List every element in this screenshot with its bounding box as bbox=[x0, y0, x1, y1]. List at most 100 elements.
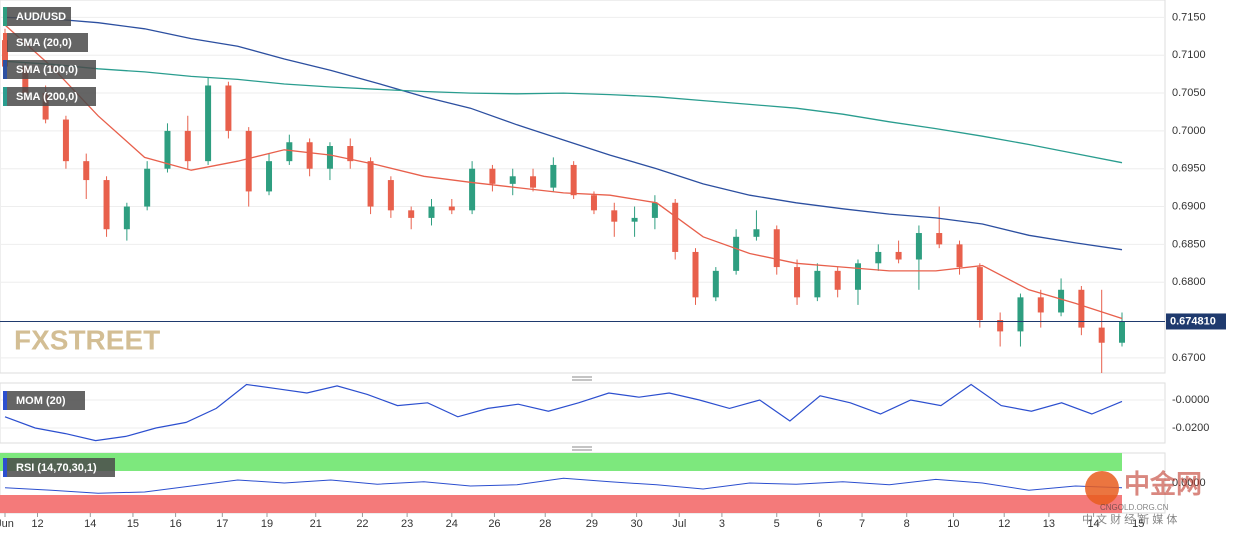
y-tick-label: 0.7100 bbox=[1172, 49, 1206, 61]
candle-body bbox=[103, 180, 110, 230]
candle-body bbox=[712, 270, 719, 298]
candle-body bbox=[570, 164, 577, 196]
candle-body bbox=[814, 270, 821, 298]
x-tick-label: 24 bbox=[446, 518, 458, 530]
legend-label: RSI (14,70,30,1) bbox=[16, 462, 97, 474]
x-tick-label: 26 bbox=[488, 518, 500, 530]
y-tick-label: 0.6800 bbox=[1172, 276, 1206, 288]
candle-body bbox=[387, 180, 394, 211]
candle-body bbox=[692, 251, 699, 298]
candle-body bbox=[854, 263, 861, 290]
legend-label: SMA (20,0) bbox=[16, 37, 72, 49]
candle-body bbox=[976, 267, 983, 321]
legend-box bbox=[3, 391, 85, 410]
candle-body bbox=[590, 195, 597, 211]
legend-box bbox=[3, 87, 96, 106]
x-tick-label: 30 bbox=[630, 518, 642, 530]
candle-body bbox=[367, 161, 374, 207]
candle-body bbox=[62, 119, 69, 162]
rsi-line bbox=[4, 477, 1123, 494]
x-tick-label: 13 bbox=[1043, 518, 1055, 530]
legend-swatch bbox=[3, 87, 7, 106]
splitter[interactable] bbox=[572, 376, 592, 381]
x-tick-label: 12 bbox=[31, 518, 43, 530]
candle-body bbox=[1078, 289, 1085, 328]
candle-body bbox=[306, 142, 313, 169]
legend-label: SMA (100,0) bbox=[16, 64, 78, 76]
candle-body bbox=[611, 210, 618, 222]
candle-body bbox=[83, 161, 90, 181]
candle-body bbox=[42, 93, 49, 120]
x-tick-label: 16 bbox=[169, 518, 181, 530]
x-tick-label: 14 bbox=[84, 518, 96, 530]
candle-body bbox=[509, 176, 516, 184]
rsi-oversold bbox=[0, 495, 1122, 513]
candle-body bbox=[245, 130, 252, 192]
watermark-name: 中金网 bbox=[1124, 469, 1202, 499]
candle-body bbox=[347, 146, 354, 162]
candle-body bbox=[225, 85, 232, 131]
candle-body bbox=[895, 251, 902, 260]
y-tick-label: 0.6700 bbox=[1172, 352, 1206, 364]
x-tick-label: 14 bbox=[1087, 518, 1099, 530]
candle-body bbox=[1017, 297, 1024, 332]
legend-label: AUD/USD bbox=[16, 11, 66, 23]
x-tick-label: 7 bbox=[859, 518, 865, 530]
x-tick-label: 17 bbox=[216, 518, 228, 530]
candle-body bbox=[408, 210, 415, 218]
legend-swatch bbox=[3, 7, 7, 26]
candle-body bbox=[489, 168, 496, 184]
legend-swatch bbox=[3, 458, 7, 477]
overlay: 0.674810 AUD/USD SMA (20,0) SMA (100,0) SMA … bbox=[0, 7, 1226, 526]
mom-panel bbox=[0, 382, 1166, 444]
splitter[interactable] bbox=[572, 446, 592, 451]
y-tick-label: 0.6950 bbox=[1172, 163, 1206, 175]
candle-body bbox=[1098, 327, 1105, 343]
candle-body bbox=[794, 267, 801, 298]
marks bbox=[2, 16, 1125, 494]
watermark-url: CNGOLD.ORG.CN bbox=[1100, 503, 1169, 512]
candle-body bbox=[834, 270, 841, 290]
legend-box bbox=[3, 60, 96, 79]
candle-body bbox=[448, 206, 455, 211]
price-panel bbox=[0, 0, 1166, 374]
candle-body bbox=[144, 168, 151, 207]
candle-body bbox=[936, 233, 943, 245]
candle-body bbox=[753, 229, 760, 237]
x-tick-label: 6 bbox=[816, 518, 822, 530]
candle-body bbox=[956, 244, 963, 268]
mom-line bbox=[4, 383, 1123, 442]
legend-label: SMA (200,0) bbox=[16, 91, 78, 103]
candle-body bbox=[915, 233, 922, 260]
y-tick-label: 0.7150 bbox=[1172, 11, 1206, 23]
last-price-label: 0.674810 bbox=[1170, 315, 1216, 327]
x-tick-label: 15 bbox=[127, 518, 139, 530]
candle-body bbox=[428, 206, 435, 218]
candle-body bbox=[550, 164, 557, 188]
x-tick-label: 5 bbox=[774, 518, 780, 530]
candle-body bbox=[22, 66, 29, 94]
candle-body bbox=[875, 251, 882, 264]
x-tick-label: Jul bbox=[672, 518, 686, 530]
legend-box bbox=[3, 7, 71, 26]
sma-line bbox=[4, 16, 1123, 251]
candle-body bbox=[286, 142, 293, 162]
candle-body bbox=[530, 176, 537, 188]
x-tick-label: 19 bbox=[261, 518, 273, 530]
sma-line bbox=[4, 24, 1123, 320]
legend-swatch bbox=[3, 391, 7, 410]
candle-body bbox=[733, 236, 740, 271]
y-tick-label: 0.7050 bbox=[1172, 87, 1206, 99]
rsi-overbought bbox=[0, 453, 1122, 471]
watermark-slogan: 中 文 财 经 新 媒 体 bbox=[1082, 512, 1177, 526]
candle-body bbox=[997, 320, 1004, 332]
candle-body bbox=[672, 202, 679, 252]
candle-body bbox=[469, 168, 476, 211]
y-tick-label: -0.0000 bbox=[1172, 394, 1209, 406]
x-tick-label: 22 bbox=[356, 518, 368, 530]
brand-logo: FXSTREET bbox=[14, 324, 160, 355]
x-tick-label: 15 bbox=[1132, 518, 1144, 530]
candle-body bbox=[1058, 289, 1065, 313]
candle-body bbox=[2, 40, 8, 67]
candle-body bbox=[1119, 321, 1125, 343]
